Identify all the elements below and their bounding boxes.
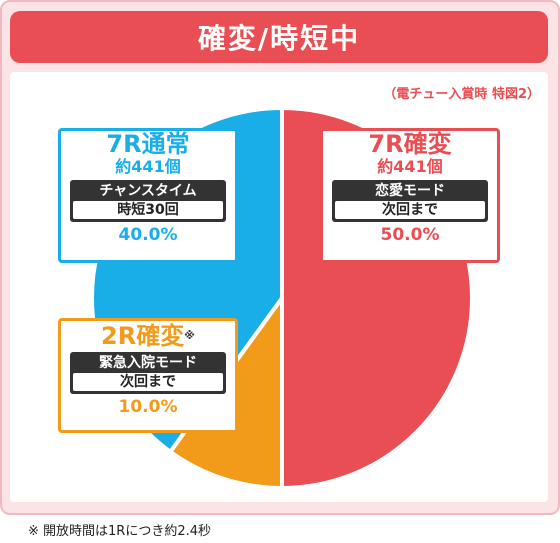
mode-panel: チャンスタイム 時短30回: [70, 180, 226, 222]
title-bar: 確変/時短中: [10, 11, 548, 63]
slice-count: 約441個: [377, 157, 443, 176]
slice-percent: 50.0%: [380, 225, 440, 245]
slice-box-7r-normal: 7R通常 約441個 チャンスタイム 時短30回 40.0%: [58, 128, 238, 263]
mode-sub: 次回まで: [335, 201, 485, 219]
mode-title: 緊急入院モード: [99, 355, 197, 371]
slice-name: 2R確変※: [61, 323, 235, 349]
mode-title: 恋愛モード: [375, 183, 445, 199]
mode-sub: 次回まで: [73, 373, 223, 391]
slice-box-2r-kakuhen: 2R確変※ 緊急入院モード 次回まで 10.0%: [58, 318, 238, 433]
slice-percent: 40.0%: [118, 225, 178, 245]
mode-title: チャンスタイム: [99, 183, 197, 199]
mode-panel: 恋愛モード 次回まで: [332, 180, 488, 222]
mode-panel: 緊急入院モード 次回まで: [70, 352, 226, 394]
slice-count: 約441個: [115, 157, 181, 176]
source-note: （電チュー入賞時 特図2）: [383, 87, 540, 102]
slice-name: 7R確変: [368, 130, 452, 158]
footnote: ※ 開放時間は1Rにつき約2.4秒: [28, 524, 212, 539]
slice-percent: 10.0%: [118, 397, 178, 417]
slice-box-7r-kakuhen: 7R確変 約441個 恋愛モード 次回まで 50.0%: [320, 128, 500, 263]
mode-sub: 時短30回: [73, 201, 223, 219]
slice-name-text: 2R確変: [101, 322, 185, 350]
slice-name: 7R通常: [106, 130, 190, 158]
page-title: 確変/時短中: [197, 22, 361, 55]
note-mark: ※: [184, 329, 195, 342]
